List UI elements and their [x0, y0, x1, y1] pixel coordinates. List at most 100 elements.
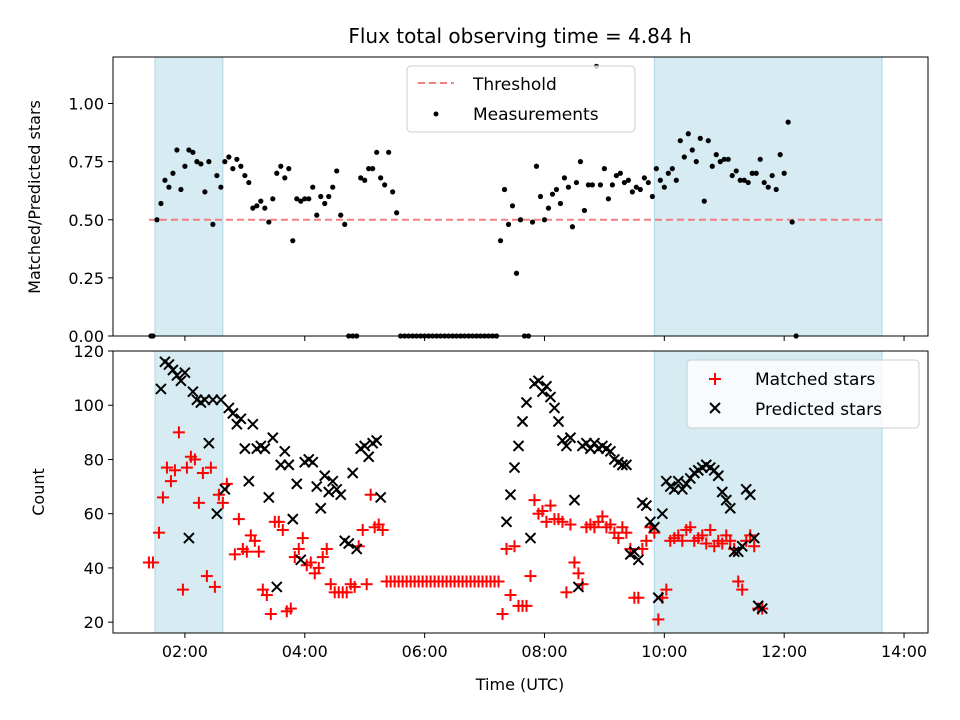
bottom-y-axis-label: Count	[29, 468, 48, 516]
predicted-star-point	[155, 383, 167, 395]
predicted-star-point	[283, 459, 295, 471]
matched-star-point	[612, 532, 625, 545]
matched-star-point	[228, 548, 241, 561]
measurement-point	[501, 186, 508, 193]
matched-star-point	[504, 589, 517, 602]
matched-star-point	[312, 561, 325, 574]
measurement-point	[645, 179, 651, 186]
predicted-star-point	[604, 445, 617, 458]
measurement-point	[765, 184, 771, 190]
measurement-point	[537, 193, 544, 200]
measurement-point	[270, 196, 276, 202]
measurement-point	[242, 172, 248, 179]
matched-star-point	[212, 488, 225, 501]
matched-star-point	[276, 523, 289, 536]
measurement-point	[757, 156, 763, 162]
matched-star-point	[316, 551, 329, 564]
predicted-star-point	[500, 516, 513, 528]
legend-matched-label: Matched stars	[755, 370, 875, 390]
matched-star-point	[160, 461, 173, 474]
matched-star-point	[648, 526, 661, 539]
measurement-point	[302, 196, 308, 202]
predicted-star-point	[656, 507, 669, 520]
matched-star-point	[360, 578, 373, 591]
measurement-point	[669, 166, 675, 172]
measurement-point	[681, 154, 687, 160]
predicted-star-point	[183, 532, 195, 544]
legend-threshold-label: Threshold	[472, 75, 557, 95]
measurement-point	[649, 193, 655, 200]
measurement-point	[589, 182, 596, 188]
matched-star-point	[292, 542, 305, 555]
top-y-tick-label: 0.50	[68, 211, 104, 230]
measurement-point	[278, 163, 284, 169]
predicted-star-point	[167, 364, 179, 376]
top-shaded-interval-1	[653, 56, 883, 337]
predicted-star-point	[536, 385, 549, 398]
matched-star-point	[696, 529, 709, 542]
bottom-y-tick-label: 120	[73, 342, 104, 361]
matched-star-point	[324, 578, 337, 591]
measurement-point	[314, 212, 320, 218]
bottom-y-ticks: 20 40 60 80 100 120	[73, 342, 113, 632]
matched-star-point	[260, 589, 273, 602]
measurement-point	[170, 170, 176, 176]
predicted-star-point	[620, 459, 633, 471]
top-legend: Threshold Measurements	[406, 65, 636, 133]
matched-star-point	[272, 515, 285, 528]
measurement-point	[721, 156, 727, 162]
predicted-star-point	[171, 369, 183, 382]
matched-star-point	[684, 521, 697, 534]
predicted-star-point	[588, 437, 601, 449]
matched-star-point	[632, 591, 645, 604]
matched-star-point	[500, 542, 513, 555]
matched-stars-points	[142, 426, 769, 626]
measurement-point	[358, 175, 364, 181]
predicted-star-point	[263, 491, 275, 504]
predicted-star-point	[628, 545, 641, 558]
measurement-point	[585, 182, 592, 188]
predicted-star-point	[736, 540, 748, 552]
measurement-point	[761, 179, 767, 186]
matched-star-point	[180, 461, 193, 474]
measurement-point	[561, 175, 568, 181]
matched-star-point	[736, 583, 749, 596]
measurement-point	[234, 156, 240, 162]
predicted-star-point	[287, 513, 299, 525]
measurement-point	[330, 184, 336, 190]
predicted-star-point	[716, 486, 728, 498]
measurement-point	[250, 205, 256, 211]
measurement-point	[158, 200, 164, 207]
matched-star-point	[676, 534, 689, 547]
measurement-point	[597, 182, 604, 188]
matched-star-point	[520, 599, 533, 612]
matched-star-point	[528, 494, 541, 507]
measurement-point	[210, 221, 216, 227]
predicted-star-point	[374, 491, 387, 504]
measurement-point	[274, 170, 280, 176]
measurement-point	[194, 159, 200, 165]
measurement-point	[214, 172, 220, 179]
predicted-star-point	[203, 437, 215, 449]
matched-star-point	[208, 580, 221, 593]
predicted-star-point	[632, 554, 645, 566]
measurement-point	[334, 168, 340, 174]
matched-star-point	[652, 613, 665, 626]
predicted-star-point	[616, 459, 629, 471]
measurement-point	[166, 184, 172, 190]
predicted-stars-points	[155, 356, 768, 615]
predicted-star-point	[227, 407, 239, 420]
matched-star-point	[156, 491, 169, 504]
predicted-star-point	[243, 475, 255, 487]
measurement-point	[529, 219, 536, 225]
matched-star-point	[252, 545, 265, 558]
matched-star-point	[364, 488, 377, 501]
predicted-star-point	[231, 418, 243, 430]
matched-star-point	[560, 586, 573, 599]
measurement-point	[789, 219, 795, 225]
measurement-point	[298, 198, 304, 204]
matched-star-point	[716, 537, 729, 550]
matched-star-point	[200, 570, 213, 583]
measurement-point	[653, 166, 659, 172]
bottom-y-tick-label: 40	[84, 559, 104, 578]
